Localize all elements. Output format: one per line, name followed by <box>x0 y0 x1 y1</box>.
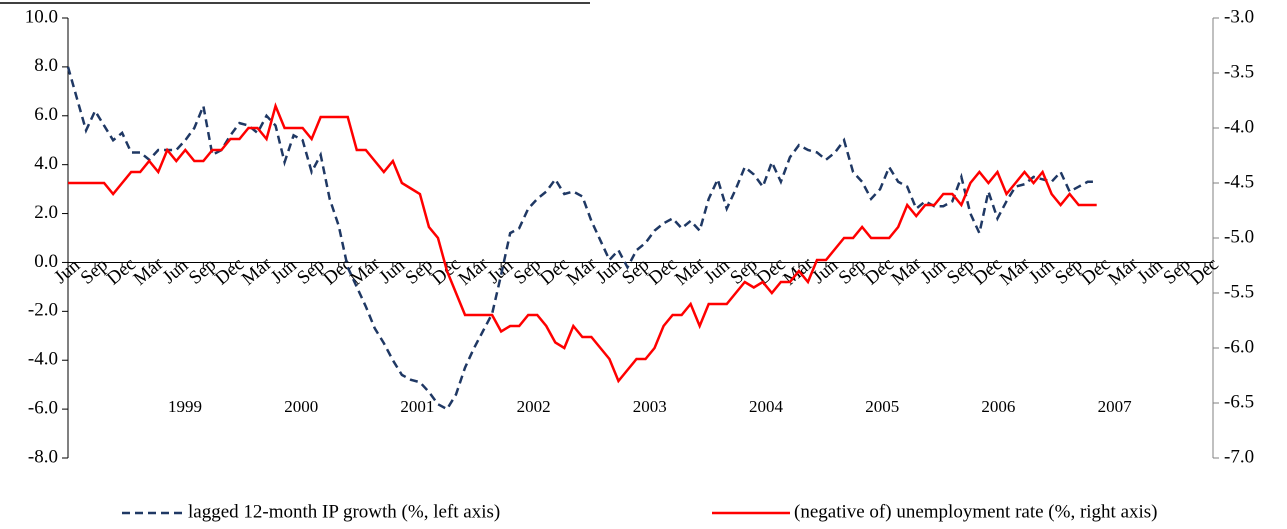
year-label: 2006 <box>981 397 1015 416</box>
year-label: 2005 <box>865 397 899 416</box>
y-tick-label: 4.0 <box>34 153 58 174</box>
y2-tick-label: -6.0 <box>1224 336 1254 357</box>
year-label: 1999 <box>168 397 202 416</box>
y-tick-label: 6.0 <box>34 104 58 125</box>
y-tick-label: 10.0 <box>25 6 58 27</box>
y2-tick-label: -5.5 <box>1224 281 1254 302</box>
series-line <box>66 66 1097 411</box>
y2-tick-label: -5.0 <box>1224 226 1254 247</box>
year-label: 2003 <box>633 397 667 416</box>
y2-tick-label: -3.5 <box>1224 61 1254 82</box>
year-label: 2001 <box>400 397 434 416</box>
y2-tick-label: -4.0 <box>1224 116 1254 137</box>
year-label: 2004 <box>749 397 784 416</box>
series-line <box>68 102 1097 384</box>
year-label: 2002 <box>517 397 551 416</box>
x-tick-label: Dec <box>1186 254 1223 290</box>
y-tick-label: 0.0 <box>34 251 58 272</box>
y-tick-label: -6.0 <box>28 397 58 418</box>
y2-tick-label: -7.0 <box>1224 446 1254 467</box>
y-tick-label: 2.0 <box>34 202 58 223</box>
y-tick-label: -4.0 <box>28 349 58 370</box>
legend-label: lagged 12-month IP growth (%, left axis) <box>188 501 500 522</box>
y2-tick-label: -6.5 <box>1224 391 1254 412</box>
legend-label: (negative of) unemployment rate (%, righ… <box>794 501 1158 522</box>
y-tick-label: -2.0 <box>28 300 58 321</box>
y2-tick-label: -3.0 <box>1224 6 1254 27</box>
year-label: 2007 <box>1098 397 1133 416</box>
year-label: 2000 <box>284 397 318 416</box>
y2-tick-label: -4.5 <box>1224 171 1254 192</box>
y-tick-label: 8.0 <box>34 55 58 76</box>
y-tick-label: -8.0 <box>28 446 58 467</box>
